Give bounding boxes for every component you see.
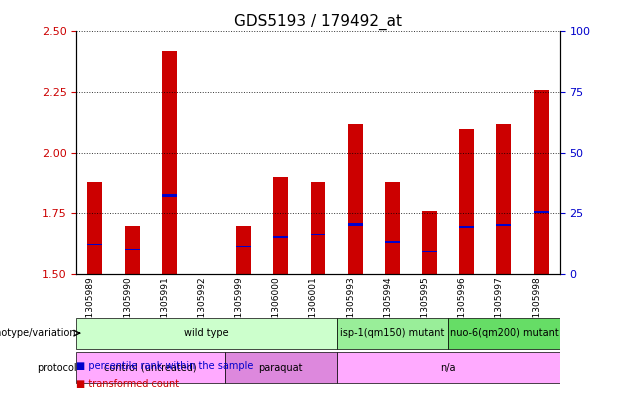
Bar xyxy=(162,194,177,196)
Text: GSM1306000: GSM1306000 xyxy=(272,276,281,337)
Text: GSM1305999: GSM1305999 xyxy=(235,276,244,337)
Text: paraquat: paraquat xyxy=(259,363,303,373)
Bar xyxy=(422,211,437,274)
Bar xyxy=(310,233,326,235)
FancyBboxPatch shape xyxy=(336,352,560,384)
FancyBboxPatch shape xyxy=(336,318,448,349)
Text: control (untreated): control (untreated) xyxy=(104,363,197,373)
Bar xyxy=(236,246,251,248)
Text: GSM1305993: GSM1305993 xyxy=(346,276,355,337)
Bar xyxy=(162,51,177,274)
Text: n/a: n/a xyxy=(440,363,456,373)
Text: GSM1305989: GSM1305989 xyxy=(86,276,95,337)
Text: ■ percentile rank within the sample: ■ percentile rank within the sample xyxy=(76,362,254,371)
Bar xyxy=(385,241,400,242)
Bar xyxy=(497,124,511,274)
Bar xyxy=(497,224,511,226)
Bar xyxy=(88,182,102,274)
Bar xyxy=(459,129,474,274)
Text: wild type: wild type xyxy=(184,328,229,338)
Text: GSM1305991: GSM1305991 xyxy=(160,276,169,337)
Text: isp-1(qm150) mutant: isp-1(qm150) mutant xyxy=(340,328,445,338)
Bar xyxy=(310,182,326,274)
Bar xyxy=(534,90,548,274)
Text: GSM1305997: GSM1305997 xyxy=(495,276,504,337)
FancyBboxPatch shape xyxy=(448,318,560,349)
Text: ■ transformed count: ■ transformed count xyxy=(76,379,179,389)
Text: GSM1305990: GSM1305990 xyxy=(123,276,132,337)
Text: GSM1305992: GSM1305992 xyxy=(197,276,207,337)
FancyBboxPatch shape xyxy=(76,352,225,384)
Text: GSM1305995: GSM1305995 xyxy=(420,276,429,337)
Bar xyxy=(88,244,102,245)
FancyBboxPatch shape xyxy=(225,352,336,384)
Bar xyxy=(125,249,139,250)
Bar xyxy=(534,211,548,213)
Bar xyxy=(125,226,139,274)
Bar xyxy=(422,251,437,252)
Bar xyxy=(348,224,363,226)
Bar xyxy=(273,177,288,274)
Bar xyxy=(273,236,288,238)
Text: GSM1306001: GSM1306001 xyxy=(309,276,318,337)
Title: GDS5193 / 179492_at: GDS5193 / 179492_at xyxy=(234,14,402,30)
Bar xyxy=(459,226,474,228)
Text: protocol: protocol xyxy=(37,363,76,373)
Bar xyxy=(385,182,400,274)
Text: GSM1305998: GSM1305998 xyxy=(532,276,541,337)
Bar xyxy=(348,124,363,274)
Text: GSM1305994: GSM1305994 xyxy=(384,276,392,337)
Bar xyxy=(236,226,251,274)
Text: GSM1305996: GSM1305996 xyxy=(458,276,467,337)
FancyBboxPatch shape xyxy=(76,318,336,349)
Text: nuo-6(qm200) mutant: nuo-6(qm200) mutant xyxy=(450,328,558,338)
Text: genotype/variation: genotype/variation xyxy=(0,328,76,338)
